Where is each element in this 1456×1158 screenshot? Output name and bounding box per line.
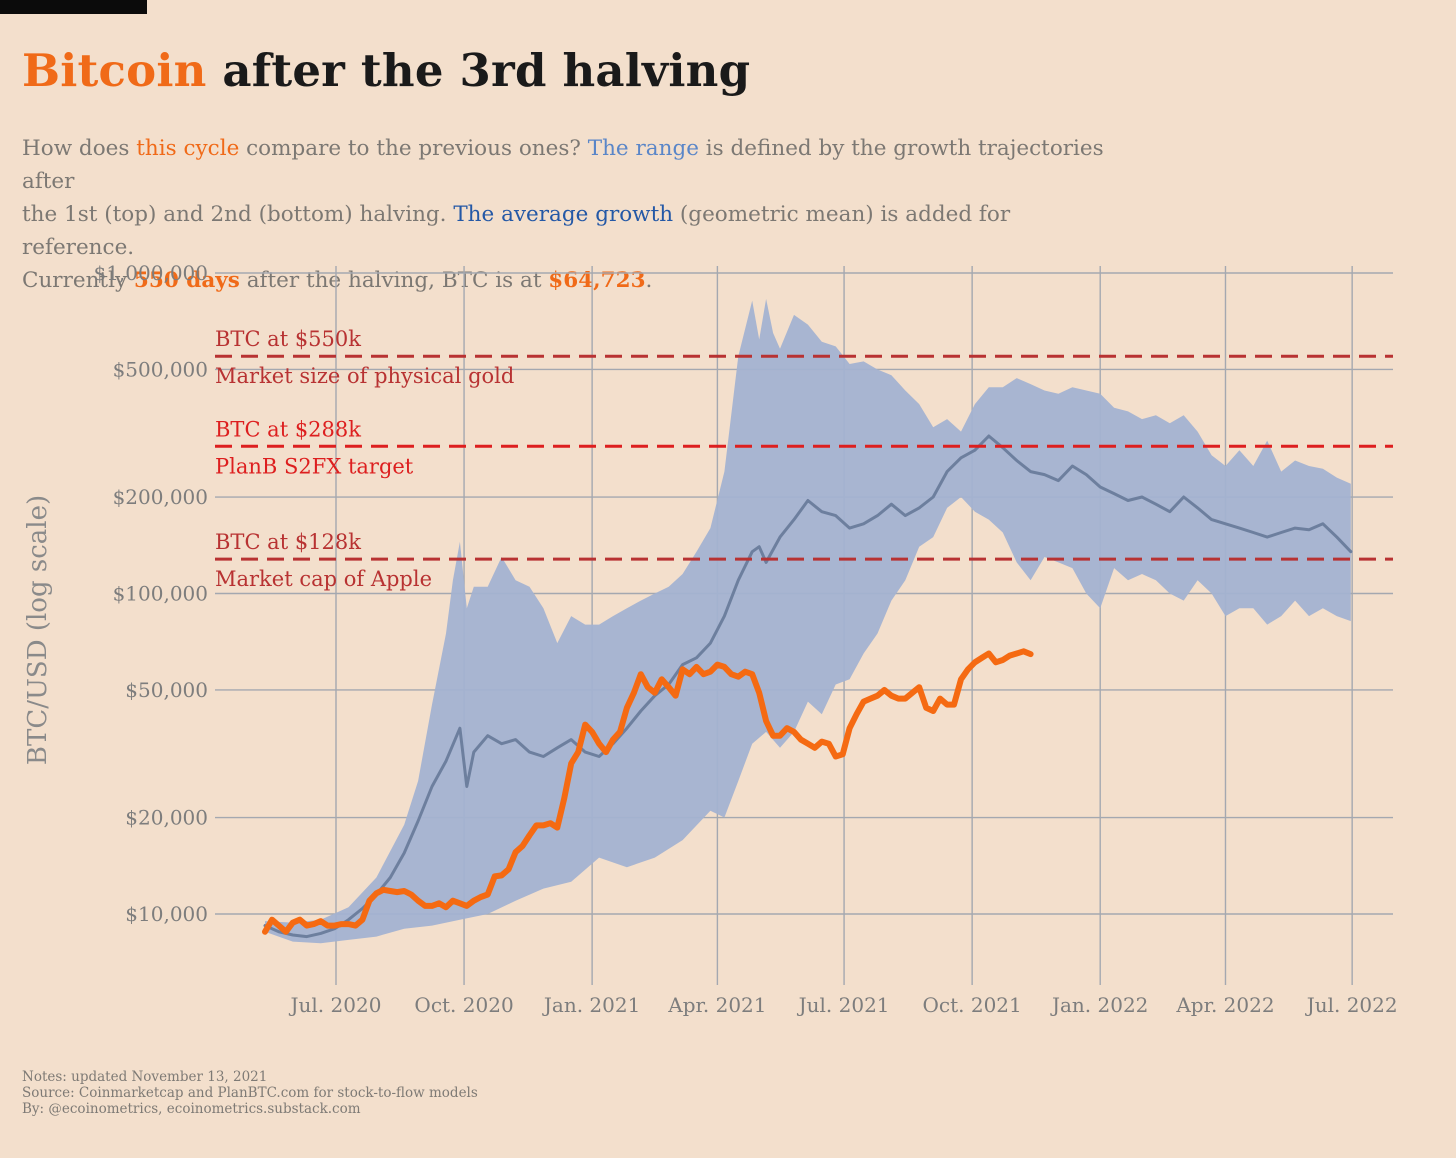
y-tick-label: $1,000,000 bbox=[93, 261, 208, 285]
subtitle-average-growth: The average growth bbox=[453, 202, 674, 227]
subtitle-text: the 1st (top) and 2nd (bottom) halving. bbox=[22, 202, 454, 227]
subtitle-text: after the halving, BTC is at bbox=[239, 268, 549, 293]
subtitle-text: How does bbox=[22, 136, 137, 161]
subtitle-text: . bbox=[645, 268, 653, 293]
this-cycle-series-line bbox=[262, 648, 1034, 935]
title-rest: after the 3rd halving bbox=[206, 44, 751, 97]
notes-by: By: @ecoinometrics, ecoinometrics.substa… bbox=[22, 1101, 361, 1117]
reference-caption-apple: Market cap of Apple bbox=[215, 567, 432, 591]
subtitle-text: compare to the previous ones? bbox=[239, 136, 588, 161]
reference-lines bbox=[215, 354, 1393, 561]
reference-label-s2fx: BTC at $288k bbox=[215, 417, 361, 441]
annotations: BTC at $550k Market size of physical gold… bbox=[215, 327, 514, 591]
chart-subtitle: How does this cycle compare to the previ… bbox=[22, 132, 1122, 297]
average-line bbox=[263, 434, 1353, 939]
top-bar bbox=[0, 0, 147, 14]
x-tick-label: Jan. 2022 bbox=[1050, 993, 1148, 1017]
x-tick-label: Oct. 2021 bbox=[923, 993, 1022, 1017]
this-cycle-line bbox=[262, 648, 1034, 935]
subtitle-the-range: The range bbox=[587, 136, 699, 161]
x-tick-label: Apr. 2022 bbox=[1175, 993, 1274, 1017]
range-band bbox=[265, 298, 1351, 944]
notes-source: Source: Coinmarketcap and PlanBTC.com fo… bbox=[22, 1085, 478, 1101]
notes: Notes: updated November 13, 2021 Source:… bbox=[22, 1069, 478, 1117]
y-axis-label: BTC/USD (log scale) bbox=[23, 495, 53, 765]
notes-updated: Notes: updated November 13, 2021 bbox=[22, 1069, 268, 1085]
subtitle-text: Currently bbox=[22, 268, 134, 293]
subtitle-text: is defined by the growth trajectories af… bbox=[22, 136, 1104, 194]
subtitle-price: $64,723 bbox=[548, 268, 646, 293]
y-tick-label: $200,000 bbox=[113, 485, 208, 509]
average-growth-line bbox=[263, 434, 1353, 939]
title-accent: Bitcoin bbox=[22, 44, 207, 97]
x-tick-label: Jul. 2021 bbox=[797, 993, 890, 1017]
chart-title: Bitcoin after the 3rd halving bbox=[22, 44, 750, 97]
reference-label-apple: BTC at $128k bbox=[215, 530, 361, 554]
subtitle-this-cycle: this cycle bbox=[136, 136, 240, 161]
range-band-area bbox=[265, 298, 1351, 944]
x-tick-label: Oct. 2020 bbox=[414, 993, 513, 1017]
chart-area: BTC at $550k Market size of physical gold… bbox=[23, 261, 1398, 1017]
reference-caption-gold: Market size of physical gold bbox=[215, 364, 514, 388]
y-tick-label: $100,000 bbox=[113, 582, 208, 606]
y-tick-label: $10,000 bbox=[125, 902, 208, 926]
y-tick-label: $20,000 bbox=[125, 806, 208, 830]
subtitle-days: 550 days bbox=[133, 268, 240, 293]
y-tick-label: $500,000 bbox=[113, 357, 208, 381]
reference-label-gold: BTC at $550k bbox=[215, 327, 361, 351]
axes: $10,000 $20,000 $50,000 $100,000 $200,000 $50… bbox=[23, 261, 1398, 1017]
x-tick-label: Apr. 2021 bbox=[667, 993, 766, 1017]
y-tick-label: $50,000 bbox=[125, 678, 208, 702]
subtitle-text: (geometric mean) is added for reference. bbox=[22, 202, 1011, 260]
x-tick-label: Jan. 2021 bbox=[542, 993, 640, 1017]
x-tick-label: Jul. 2020 bbox=[289, 993, 382, 1017]
reference-caption-s2fx: PlanB S2FX target bbox=[215, 454, 414, 478]
x-tick-label: Jul. 2022 bbox=[1305, 993, 1398, 1017]
